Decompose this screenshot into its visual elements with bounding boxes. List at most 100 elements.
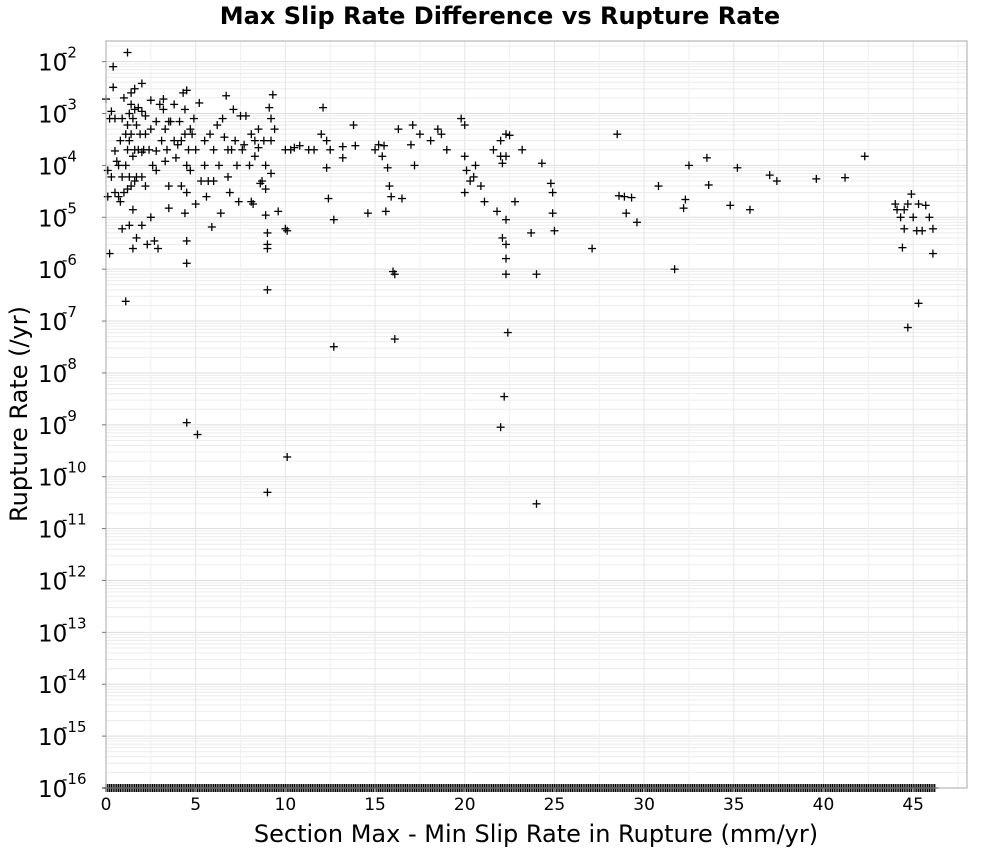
data-point: [921, 201, 930, 210]
y-tick-exponent: -11: [62, 511, 87, 529]
data-point: [118, 114, 127, 123]
data-point: [679, 204, 688, 213]
data-point: [119, 93, 128, 102]
data-point: [532, 270, 541, 279]
y-tick-label: 10: [38, 466, 67, 492]
data-point: [128, 205, 137, 214]
data-point: [103, 192, 112, 201]
data-point: [469, 172, 478, 181]
data-point: [460, 121, 469, 130]
data-point: [907, 190, 916, 199]
x-tick-label: 40: [813, 795, 835, 815]
x-tick-label: 15: [364, 795, 386, 815]
y-tick-exponent: -5: [62, 199, 77, 217]
x-tick-label: 20: [454, 795, 476, 815]
data-point: [109, 62, 118, 71]
plot-background: [106, 41, 967, 788]
data-point: [496, 136, 505, 145]
data-point: [263, 285, 272, 294]
data-point: [137, 221, 146, 230]
data-point: [249, 200, 258, 209]
data-point: [254, 143, 263, 152]
data-point: [148, 161, 157, 170]
data-point: [914, 200, 923, 209]
data-point: [216, 209, 225, 218]
data-point: [182, 161, 191, 170]
y-tick-exponent: -10: [62, 459, 87, 477]
data-point: [218, 114, 227, 123]
data-point: [202, 192, 211, 201]
data-point: [900, 224, 909, 233]
data-point: [702, 153, 711, 162]
data-point: [215, 161, 224, 170]
data-point: [110, 188, 119, 197]
data-point: [928, 224, 937, 233]
data-point: [351, 141, 360, 150]
plot-frame: [105, 40, 968, 789]
data-point: [510, 197, 519, 206]
y-tick-label: 10: [38, 154, 67, 180]
data-point: [127, 88, 136, 97]
data-point: [118, 224, 127, 233]
data-point: [290, 143, 299, 152]
data-point: [193, 430, 202, 439]
data-point: [116, 136, 125, 145]
y-axis-ticks: 10-210-310-410-510-610-710-810-910-1010-…: [38, 44, 106, 803]
data-point: [166, 117, 175, 126]
data-point: [182, 236, 191, 245]
data-point: [154, 244, 163, 253]
data-point: [267, 136, 276, 145]
data-point: [654, 182, 663, 191]
y-tick-exponent: -16: [62, 770, 87, 788]
data-point: [234, 197, 243, 206]
data-point: [114, 192, 123, 201]
data-point: [110, 146, 119, 155]
data-point: [229, 105, 238, 114]
data-point: [498, 159, 507, 168]
x-axis-label: Section Max - Min Slip Rate in Rupture (…: [254, 820, 818, 848]
data-point: [502, 215, 511, 224]
data-point: [130, 84, 139, 93]
data-point: [189, 114, 198, 123]
data-point: [267, 169, 276, 178]
data-point: [378, 152, 387, 161]
data-point: [317, 130, 326, 139]
x-tick-label: 10: [275, 795, 297, 815]
data-point: [860, 152, 869, 161]
data-point: [180, 130, 189, 139]
data-point: [493, 207, 502, 216]
data-point: [128, 244, 137, 253]
data-point: [622, 209, 631, 218]
data-point: [155, 100, 164, 109]
data-point: [408, 121, 417, 130]
data-point: [220, 133, 229, 142]
data-point: [322, 163, 331, 172]
data-point: [258, 177, 267, 186]
data-point: [812, 174, 821, 183]
data-point: [406, 140, 415, 149]
y-tick-label: 10: [38, 206, 67, 232]
chart-title: Max Slip Rate Difference vs Rupture Rate: [219, 2, 781, 30]
data-point: [137, 172, 146, 181]
data-point: [152, 146, 161, 155]
data-point: [537, 159, 546, 168]
data-point: [891, 200, 900, 209]
data-point: [385, 182, 394, 191]
data-point: [550, 226, 559, 235]
data-point: [261, 211, 270, 220]
data-point: [471, 161, 480, 170]
data-point: [319, 103, 328, 112]
data-point: [200, 136, 209, 145]
data-point: [134, 103, 143, 112]
data-point: [141, 130, 150, 139]
data-point: [383, 163, 392, 172]
data-point: [107, 172, 116, 181]
data-point: [222, 91, 231, 100]
data-point: [207, 222, 216, 231]
data-point: [632, 218, 641, 227]
data-point: [254, 125, 263, 134]
data-point: [476, 182, 485, 191]
data-point: [261, 161, 270, 170]
x-tick-label: 45: [902, 795, 924, 815]
data-point: [349, 121, 358, 130]
